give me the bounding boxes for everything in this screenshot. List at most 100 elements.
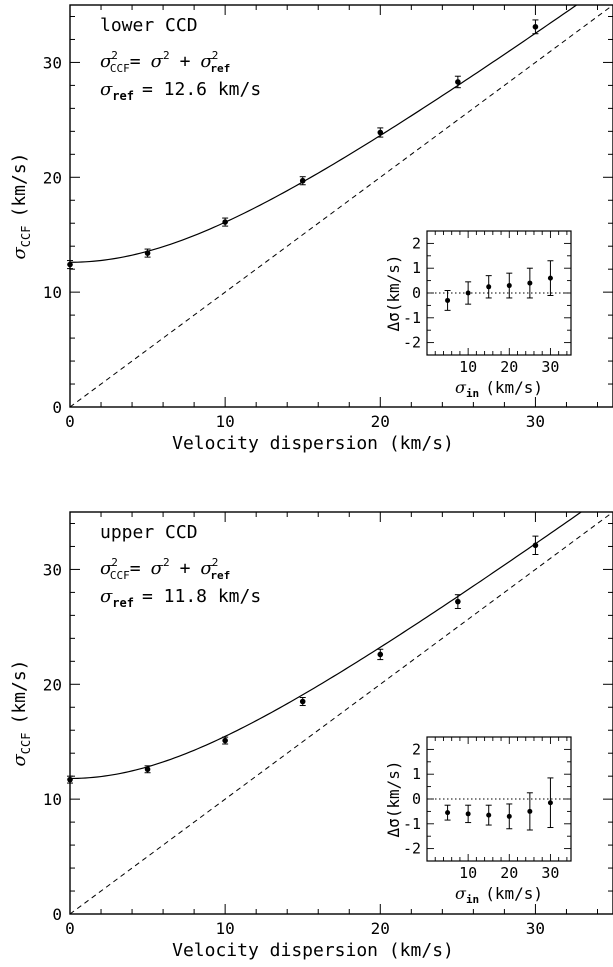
panel-label: lower CCD — [100, 15, 198, 36]
y-tick-label: 20 — [43, 168, 62, 187]
x-tick-label: 30 — [526, 412, 545, 431]
y-axis-unit: (km/s) — [9, 659, 30, 724]
x-tick-label: 30 — [526, 919, 545, 938]
y-axis-symbol: σ — [9, 247, 30, 260]
formula-sigma: σ — [200, 558, 213, 579]
x-tick-label: 10 — [216, 412, 235, 431]
formula: σ2 CCF= σ2 + σ2 ref — [100, 49, 230, 75]
formula-sigma: σ — [200, 51, 213, 72]
data-point — [299, 177, 306, 184]
inset-data-point — [506, 283, 512, 289]
inset-data-point — [465, 811, 471, 817]
data-point — [377, 129, 384, 136]
formula-sup: 2 — [111, 49, 118, 62]
inset-x-unit: (km/s) — [485, 884, 543, 903]
x-tick-label: 20 — [371, 919, 390, 938]
inset-y-title: Δσ(km/s) — [384, 760, 403, 837]
inset-y-tick-label: 2 — [412, 234, 421, 252]
inset-x-unit: (km/s) — [485, 378, 543, 397]
inset-x-symbol: σ — [455, 884, 467, 903]
inset-x-symbol: σ — [455, 378, 467, 397]
panel-label: upper CCD — [100, 522, 198, 543]
inset-data-point — [486, 284, 492, 290]
formula-sub: CCF — [110, 569, 130, 582]
x-tick-label: 0 — [65, 412, 75, 431]
formula-sub: ref — [210, 569, 230, 582]
inset-data-point — [506, 813, 512, 819]
inset-y-tick-label: 1 — [412, 765, 421, 783]
plot-frame — [69, 4, 613, 408]
inset-x-title: σin (km/s) — [455, 378, 543, 400]
inset-data-point — [527, 280, 533, 286]
inset-y-tick-label: 1 — [412, 259, 421, 277]
curves — [70, 512, 613, 914]
inset-x-tick-label: 20 — [500, 864, 518, 882]
y-tick-label: 20 — [43, 675, 62, 694]
y-axis-subscript: CCF — [19, 733, 33, 755]
formula-sup: 2 — [111, 556, 118, 569]
sigma-ref-value: = 11.8 km/s — [142, 586, 261, 607]
formula-sigma: σ — [100, 558, 113, 579]
inset-data-point — [445, 810, 451, 816]
x-tick-label: 10 — [216, 919, 235, 938]
formula-sup: 2 — [163, 49, 170, 62]
model-curve — [70, 512, 583, 780]
inset-y-tick-label: -1 — [403, 309, 421, 327]
data-point — [377, 651, 384, 658]
y-tick-label: 30 — [43, 560, 62, 579]
data-point — [222, 219, 228, 225]
data-point — [144, 766, 151, 773]
inset-y-tick-label: -2 — [403, 840, 421, 858]
data-point — [67, 776, 73, 783]
inset-data-point — [547, 275, 553, 281]
formula: σ2 CCF= σ2 + σ2 ref — [100, 556, 230, 582]
formula-sigma: σ — [100, 51, 113, 72]
inset-x-tick-label: 20 — [500, 358, 518, 376]
data-point — [455, 598, 461, 605]
y-tick-label: 10 — [43, 790, 62, 809]
data-point — [67, 261, 73, 268]
inset-y-tick-label: 0 — [412, 284, 421, 302]
formula-sub: ref — [210, 62, 230, 75]
inset: 10 20 30 -2 -1 0 1 2 σin (km/s) Δσ(km/s) — [384, 230, 572, 400]
x-axis-title: Velocity dispersion (km/s) — [172, 433, 454, 454]
sigma-ref-value: = 12.6 km/s — [142, 79, 261, 100]
data-point — [532, 542, 539, 549]
formula-plus: + — [180, 558, 191, 579]
y-tick-label: 10 — [43, 283, 62, 302]
inset-x-tick-label: 30 — [541, 864, 559, 882]
inset-y-title: Δσ(km/s) — [384, 254, 403, 331]
model-curve — [70, 5, 578, 263]
inset-y-tick-label: 0 — [412, 790, 421, 808]
x-axis-title: Velocity dispersion (km/s) — [172, 940, 454, 961]
x-tick-label: 20 — [371, 412, 390, 431]
inset-data-point — [527, 808, 533, 814]
formula-sigma: σ — [151, 51, 164, 72]
sigma-ref-symbol: σ — [100, 79, 113, 100]
identity-line — [70, 512, 613, 914]
lower-panel: 0 10 20 30 0 10 20 30 Velocity dispersion (km/s)… — [9, 4, 613, 454]
y-axis-title: σCCF (km/s) — [9, 659, 33, 766]
formula-sigma: σ — [151, 558, 164, 579]
sigma-ref-symbol: σ — [100, 586, 113, 607]
sigma-ref-label: σref = 11.8 km/s — [100, 586, 261, 610]
inset-data-point — [445, 297, 451, 303]
inset-x-subscript: in — [466, 893, 479, 906]
formula-sup: 2 — [212, 556, 219, 569]
inset-x-title: σin (km/s) — [455, 884, 543, 906]
inset: 10 20 30 -2 -1 0 1 2 σin (km/s) Δσ(km/s) — [384, 736, 572, 906]
inset-y-tick-label: 2 — [412, 740, 421, 758]
x-tick-label: 0 — [65, 919, 75, 938]
formula-sup: 2 — [212, 49, 219, 62]
y-axis-title: σCCF (km/s) — [9, 152, 33, 259]
data-point — [144, 250, 151, 256]
data-point — [299, 698, 306, 705]
formula-sub: CCF — [110, 62, 130, 75]
inset-y-tick-label: -1 — [403, 815, 421, 833]
y-tick-label: 30 — [43, 53, 62, 72]
y-axis-symbol: σ — [9, 754, 30, 767]
formula-eq: = — [130, 51, 141, 72]
formula-sup: 2 — [163, 556, 170, 569]
formula-eq: = — [130, 558, 141, 579]
